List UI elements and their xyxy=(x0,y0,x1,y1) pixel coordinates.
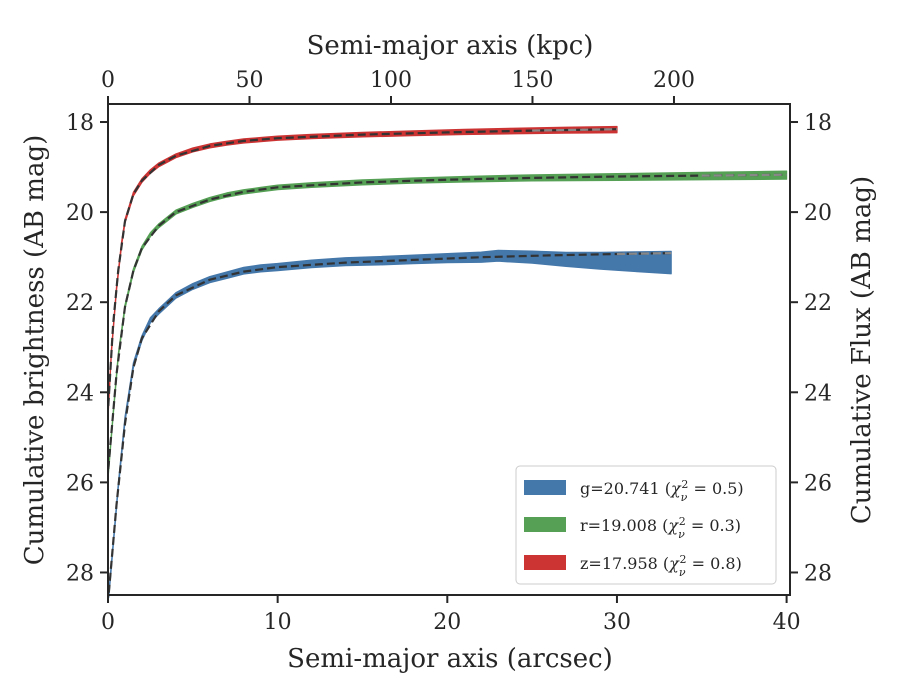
legend-swatch-z xyxy=(524,555,566,570)
band-z xyxy=(107,125,618,413)
band-r xyxy=(107,170,788,476)
y-tick-label: 26 xyxy=(66,471,94,496)
x-tick-label: 40 xyxy=(773,610,801,635)
legend-label-g: g=20.741 (χν2 = 0.5) xyxy=(580,478,744,504)
model-extension-g xyxy=(616,252,672,256)
right-y-tick-label: 28 xyxy=(804,561,832,586)
x-tick-label: 10 xyxy=(264,610,292,635)
y-axis-title: Cumulative brightness (AB mag) xyxy=(20,135,50,566)
y-tick-label: 22 xyxy=(66,291,94,316)
series-layer xyxy=(107,125,788,598)
model-extension-r xyxy=(701,173,787,177)
model-line-g xyxy=(107,252,672,593)
legend-label-z: z=17.958 (χν2 = 0.8) xyxy=(580,553,742,579)
right-y-axis-title: Cumulative Flux (AB mag) xyxy=(847,176,877,524)
right-y-tick-label: 22 xyxy=(804,291,832,316)
model-line-r xyxy=(107,173,787,469)
model-extension-z xyxy=(532,128,617,132)
x-tick-label: 30 xyxy=(603,610,631,635)
legend-swatch-r xyxy=(524,517,566,532)
y-tick-label: 18 xyxy=(66,111,94,136)
ticks-layer: 0 10 20 30 40 0 50 100 150 200 18 18 20 20 22 22 24 24 26 2… xyxy=(66,68,832,635)
y-tick-label: 20 xyxy=(66,201,94,226)
top-x-tick-label: 100 xyxy=(370,68,412,93)
legend-swatch-g xyxy=(524,480,566,495)
top-x-tick-label: 50 xyxy=(235,68,263,93)
right-y-tick-label: 24 xyxy=(804,381,832,406)
x-tick-label: 0 xyxy=(101,610,115,635)
right-y-tick-label: 18 xyxy=(804,111,832,136)
top-x-axis-title: Semi-major axis (kpc) xyxy=(307,31,594,61)
top-x-tick-label: 0 xyxy=(101,68,115,93)
top-x-tick-label: 150 xyxy=(511,68,553,93)
band-g xyxy=(108,249,672,598)
right-y-tick-label: 26 xyxy=(804,471,832,496)
legend: g=20.741 (χν2 = 0.5) r=19.008 (χν2 = 0.3… xyxy=(515,465,777,585)
x-axis-title: Semi-major axis (arcsec) xyxy=(287,644,613,674)
y-tick-label: 28 xyxy=(66,561,94,586)
right-y-tick-label: 20 xyxy=(804,201,832,226)
x-tick-label: 20 xyxy=(433,610,461,635)
plot-frame xyxy=(107,103,791,596)
legend-box xyxy=(515,465,777,585)
legend-label-r: r=19.008 (χν2 = 0.3) xyxy=(580,515,741,541)
y-tick-label: 24 xyxy=(66,381,94,406)
top-x-tick-label: 200 xyxy=(653,68,695,93)
model-line-z xyxy=(107,128,618,406)
